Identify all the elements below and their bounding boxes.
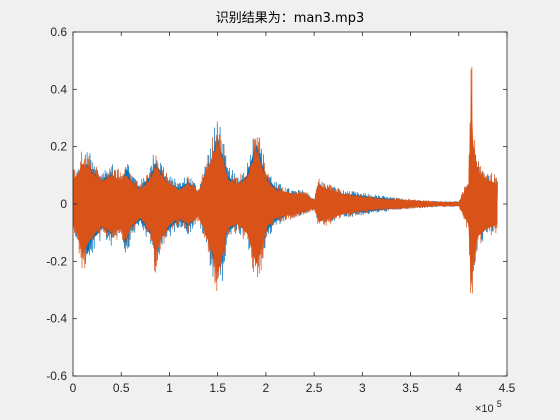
x-tick-label: 0 — [70, 381, 77, 395]
x-tick-label: 4.5 — [499, 381, 516, 395]
x-tick-label: 2 — [263, 381, 270, 395]
y-axis-ticks: -0.6 -0.4 -0.2 0 0.2 0.4 0.6 — [46, 25, 507, 383]
x-tick-label: 1.5 — [209, 381, 226, 395]
y-tick-label: 0.6 — [50, 25, 67, 39]
series-layer — [72, 66, 498, 294]
y-tick-label: 0.2 — [50, 140, 67, 154]
y-tick-label: 0.4 — [50, 82, 67, 96]
x-tick-label: 3.5 — [402, 381, 419, 395]
y-tick-label: -0.2 — [46, 254, 67, 268]
x-tick-label: 2.5 — [306, 381, 323, 395]
x-tick-label: 1 — [166, 381, 173, 395]
chart-title: 识别结果为：man3.mp3 — [216, 11, 364, 26]
y-tick-label: 0 — [60, 197, 67, 211]
y-tick-label: -0.4 — [46, 312, 67, 326]
x-exponent-power: 5 — [497, 399, 502, 409]
y-tick-label: -0.6 — [46, 369, 67, 383]
x-tick-label: 0.5 — [113, 381, 130, 395]
x-tick-label: 3 — [359, 381, 366, 395]
x-exponent-base: ×10 — [475, 403, 494, 415]
x-axis-ticks: 0 0.5 1 1.5 2 2.5 3 3.5 4 4.5 — [70, 32, 516, 395]
x-axis-exponent: ×10 5 — [475, 399, 502, 415]
x-tick-label: 4 — [455, 381, 462, 395]
series-2-line — [72, 66, 498, 294]
